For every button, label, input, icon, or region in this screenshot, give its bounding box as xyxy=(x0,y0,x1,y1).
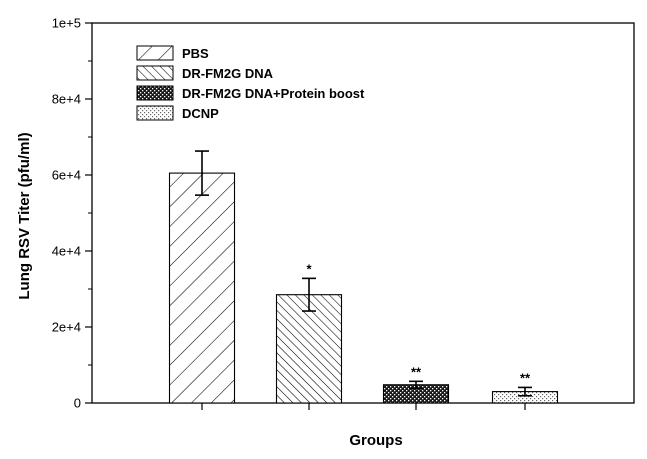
plot-area: 0 2e+4 4e+4 6e+4 8e+4 1e+5 xyxy=(52,16,635,411)
legend-swatch xyxy=(136,85,174,101)
legend-label: DCNP xyxy=(182,106,219,121)
bars-layer: *** ** xyxy=(168,150,559,410)
y-tick-label: 6e+4 xyxy=(52,168,81,183)
y-tick-label: 1e+5 xyxy=(52,16,81,31)
legend-swatch xyxy=(136,45,174,61)
y-axis-title: Lung RSV Titer (pfu/ml) xyxy=(16,132,33,299)
legend-label: DR-FM2G DNA xyxy=(182,66,274,81)
legend: PBS DR-FM2G DNA DR-FM2G DNA+Protein boost D… xyxy=(136,45,365,121)
bar xyxy=(168,172,236,404)
legend-label: PBS xyxy=(182,46,209,61)
x-axis-title: Groups xyxy=(349,432,402,449)
legend-swatch xyxy=(136,105,174,121)
y-tick-label: 2e+4 xyxy=(52,320,81,335)
significance-label: ** xyxy=(411,364,422,379)
significance-label: * xyxy=(306,261,312,276)
significance-label: ** xyxy=(520,370,531,385)
y-tick-label: 4e+4 xyxy=(52,244,81,259)
legend-label: DR-FM2G DNA+Protein boost xyxy=(182,86,365,101)
y-tick-label: 8e+4 xyxy=(52,92,81,107)
y-tick-label: 0 xyxy=(74,396,81,411)
legend-swatch xyxy=(136,65,174,81)
